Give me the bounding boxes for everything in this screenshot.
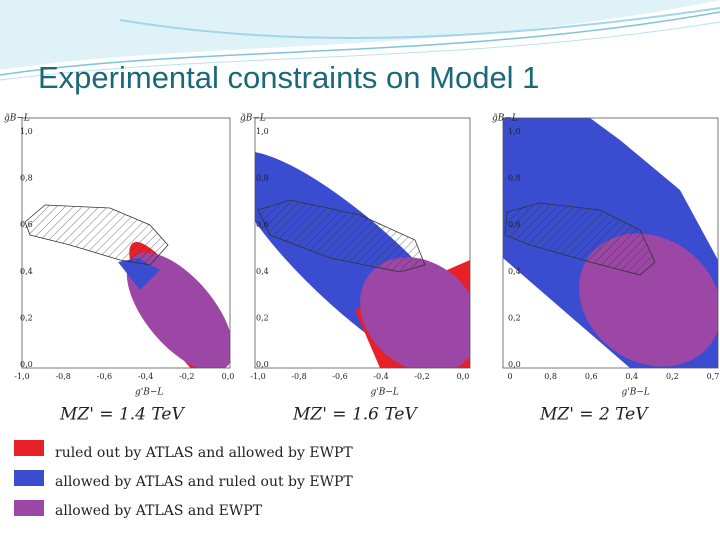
plot-frames <box>21 117 719 369</box>
y-tick-label: 0,0 <box>20 360 33 369</box>
x-tick-label: -1,0 <box>14 372 29 381</box>
legend-swatches <box>14 440 44 516</box>
x-tick-label: -0,2 <box>179 372 194 381</box>
plot-regions <box>503 118 718 368</box>
y-tick-label: 0,4 <box>508 267 521 276</box>
y-tick-label: 0,0 <box>256 360 269 369</box>
y-tick-label: 0,8 <box>256 174 269 183</box>
x-tick-label: -0,8 <box>55 372 70 381</box>
panel-caption: MZ' = 1.4 TeV <box>59 405 185 425</box>
x-axis-label: g'B−L <box>622 388 650 398</box>
y-tick-label: 0,6 <box>256 220 269 229</box>
slide-title: Experimental constraints on Model 1 <box>38 60 539 95</box>
header-decoration <box>0 0 720 81</box>
y-tick-label: 0,8 <box>20 174 33 183</box>
x-tick-label: 0,7 <box>707 372 720 381</box>
y-axis-label: g̃B−L <box>492 113 518 124</box>
y-tick-label: 1,0 <box>508 127 521 136</box>
x-tick-label: -0,4 <box>138 372 153 381</box>
y-tick-label: 0,0 <box>508 360 521 369</box>
x-tick-label: -1,0 <box>250 372 265 381</box>
panel-caption: MZ' = 2 TeV <box>539 405 649 425</box>
x-tick-label: 0,0 <box>222 372 235 381</box>
y-axis-label: g̃B−L <box>4 113 30 124</box>
plot-regions <box>255 118 470 368</box>
legend-label: allowed by ATLAS and ruled out by EWPT <box>55 474 353 490</box>
y-tick-label: 0,6 <box>20 220 33 229</box>
legend-label: ruled out by ATLAS and allowed by EWPT <box>55 445 353 461</box>
y-tick-label: 1,0 <box>256 127 269 136</box>
plot-regions <box>22 118 230 368</box>
y-tick-label: 1,0 <box>20 127 33 136</box>
x-tick-label: 0,8 <box>544 372 557 381</box>
x-tick-label: 0,0 <box>457 372 470 381</box>
x-tick-label: 0,4 <box>625 372 638 381</box>
y-tick-label: 0,4 <box>20 267 33 276</box>
x-tick-label: 0,2 <box>666 372 679 381</box>
legend-swatch <box>14 470 44 486</box>
y-tick-label: 0,4 <box>256 267 269 276</box>
y-tick-label: 0,6 <box>508 220 521 229</box>
x-tick-label: 0,6 <box>585 372 598 381</box>
x-tick-label: -0,2 <box>414 372 429 381</box>
x-tick-label: 0 <box>507 372 512 381</box>
x-tick-label: -0,8 <box>291 372 306 381</box>
legend-swatch <box>14 500 44 516</box>
x-tick-label: -0,6 <box>332 372 347 381</box>
x-tick-label: -0,6 <box>97 372 112 381</box>
legend-label: allowed by ATLAS and EWPT <box>55 503 263 519</box>
y-axis-label: g̃B−L <box>240 113 266 124</box>
y-tick-label: 0,2 <box>256 313 269 322</box>
y-tick-label: 0,8 <box>508 174 521 183</box>
y-tick-label: 0,2 <box>20 313 33 322</box>
panel-caption: MZ' = 1.6 TeV <box>292 405 418 425</box>
x-axis-label: g'B−L <box>135 388 163 398</box>
legend-swatch <box>14 440 44 456</box>
x-tick-label: -0,4 <box>373 372 388 381</box>
x-axis-label: g'B−L <box>371 388 399 398</box>
y-tick-label: 0,2 <box>508 313 521 322</box>
